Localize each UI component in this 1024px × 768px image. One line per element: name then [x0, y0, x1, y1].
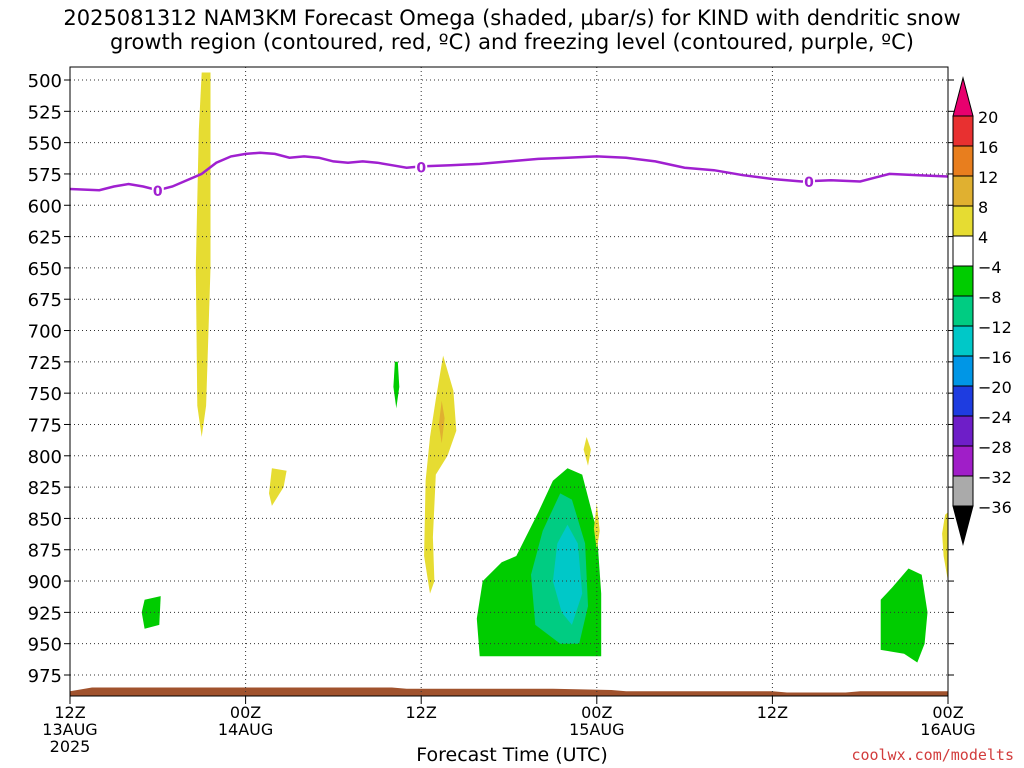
colorbar-label: −12	[978, 318, 1012, 337]
y-tick-label: 750	[28, 384, 62, 405]
colorbar-label: −32	[978, 468, 1012, 487]
y-tick-label: 675	[28, 290, 62, 311]
colorbar-box-7	[952, 325, 974, 357]
colorbar-label: −16	[978, 348, 1012, 367]
y-tick-label: 625	[28, 228, 62, 249]
omega-region-9	[593, 503, 600, 550]
x-tick-label: 16AUG	[920, 720, 975, 739]
colorbar-box-12	[952, 475, 974, 507]
omega-region-10	[141, 596, 161, 629]
x-tick-label: 12Z	[406, 703, 437, 722]
colorbar-box-1	[952, 145, 974, 177]
colorbar-box-5	[952, 265, 974, 297]
freezing-level-label-bg	[151, 182, 164, 199]
colorbar-box-8	[952, 355, 974, 387]
omega-region-8	[583, 437, 591, 466]
y-tick-label: 825	[28, 478, 62, 499]
colorbar-label: −36	[978, 498, 1012, 517]
y-tick-label: 975	[28, 666, 62, 687]
colorbar-label: −28	[978, 438, 1012, 457]
omega-region-12	[942, 512, 948, 582]
omega-region-0	[195, 72, 211, 437]
colorbar-label: 16	[978, 138, 998, 157]
x-tick-label: 00Z	[230, 703, 261, 722]
x-tick-label: 2025	[50, 737, 91, 756]
chart-title-line1: 2025081312 NAM3KM Forecast Omega (shaded…	[63, 6, 961, 30]
x-tick-label: 12Z	[54, 703, 85, 722]
colorbar-box-0	[952, 115, 974, 147]
colorbar-box-6	[952, 295, 974, 327]
colorbar-box-10	[952, 415, 974, 447]
y-tick-label: 700	[28, 322, 62, 343]
omega-region-2	[393, 361, 400, 409]
y-tick-label: 875	[28, 541, 62, 562]
x-tick-label: 00Z	[932, 703, 963, 722]
colorbar-label: 12	[978, 168, 998, 187]
omega-region-11	[880, 568, 928, 663]
colorbar-box-4	[952, 235, 974, 267]
y-tick-label: 650	[28, 259, 62, 280]
colorbar-box-9	[952, 385, 974, 417]
colorbar-label: 20	[978, 108, 998, 127]
y-tick-label: 950	[28, 635, 62, 656]
chart-title-line2: growth region (contoured, red, ºC) and f…	[110, 30, 914, 54]
colorbar-label: −4	[978, 258, 1002, 277]
y-tick-label: 500	[28, 71, 62, 92]
colorbar-box-11	[952, 445, 974, 477]
y-tick-label: 925	[28, 603, 62, 624]
y-tick-label: 800	[28, 447, 62, 468]
y-tick-label: 725	[28, 353, 62, 374]
freezing-level-label-bg	[415, 158, 428, 175]
x-axis-label: Forecast Time (UTC)	[416, 744, 608, 766]
colorbar-top-arrow	[952, 76, 974, 117]
colorbar-label: 8	[978, 198, 988, 217]
colorbar-label: −20	[978, 378, 1012, 397]
x-tick-label: 12Z	[757, 703, 788, 722]
y-tick-label: 525	[28, 102, 62, 123]
colorbar-label: −24	[978, 408, 1012, 427]
colorbar-label: −8	[978, 288, 1002, 307]
omega-region-1	[269, 468, 287, 506]
colorbar-label: 4	[978, 228, 988, 247]
freezing-level-label-bg	[802, 173, 815, 190]
freezing-level-line	[70, 151, 948, 192]
colorbar-bottom-arrow	[952, 505, 974, 546]
credit-text: coolwx.com/modelts	[851, 746, 1014, 764]
freezing-level-label: 0	[416, 160, 426, 176]
plot-frame	[69, 66, 949, 697]
x-tick-label: 13AUG	[42, 720, 97, 739]
y-tick-label: 575	[28, 165, 62, 186]
colorbar-box-3	[952, 205, 974, 237]
terrain-fill	[70, 687, 948, 696]
y-tick-label: 850	[28, 509, 62, 530]
x-tick-label: 15AUG	[569, 720, 624, 739]
y-tick-label: 900	[28, 572, 62, 593]
y-tick-label: 550	[28, 134, 62, 155]
x-tick-label: 00Z	[581, 703, 612, 722]
freezing-level-label: 0	[804, 175, 814, 191]
omega-region-3	[424, 355, 457, 594]
x-tick-label: 14AUG	[218, 720, 273, 739]
y-tick-label: 775	[28, 415, 62, 436]
plot-area: 0 0 0	[70, 67, 948, 696]
freezing-level-label: 0	[153, 184, 163, 200]
colorbar-box-2	[952, 175, 974, 207]
omega-region-4	[438, 400, 445, 444]
y-tick-label: 600	[28, 196, 62, 217]
